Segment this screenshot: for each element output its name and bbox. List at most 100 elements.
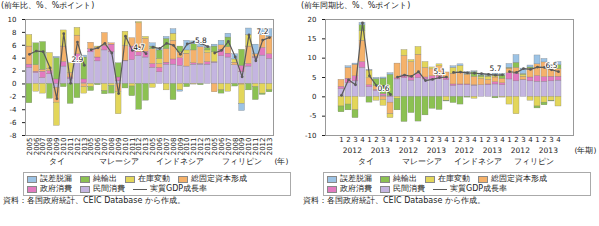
svg-text:2.9: 2.9: [71, 55, 83, 64]
svg-text:3: 3: [493, 136, 497, 144]
svg-text:20: 20: [308, 16, 317, 24]
svg-text:1: 1: [423, 136, 427, 144]
svg-text:4: 4: [472, 136, 477, 144]
svg-text:2013: 2013: [427, 146, 446, 155]
svg-text:2006: 2006: [94, 137, 103, 156]
svg-text:2: 2: [514, 136, 518, 144]
svg-text:5.7: 5.7: [490, 64, 502, 73]
svg-text:2011: 2011: [190, 137, 199, 156]
svg-text:タイ: タイ: [49, 157, 65, 166]
svg-text:8: 8: [12, 29, 16, 37]
svg-text:2010: 2010: [121, 137, 130, 156]
svg-text:-10: -10: [305, 132, 316, 140]
svg-text:2012: 2012: [399, 146, 418, 155]
svg-text:2: 2: [486, 136, 490, 144]
svg-text:2: 2: [402, 136, 406, 144]
svg-text:2007: 2007: [162, 137, 171, 156]
svg-text:2007: 2007: [101, 137, 110, 156]
svg-text:2008: 2008: [169, 137, 178, 156]
svg-text:2: 2: [374, 136, 378, 144]
svg-text:4: 4: [388, 136, 393, 144]
svg-text:0: 0: [12, 80, 16, 88]
svg-text:5.8: 5.8: [195, 36, 207, 45]
svg-text:5.1: 5.1: [434, 67, 446, 76]
svg-text:2: 2: [430, 136, 434, 144]
svg-text:-8: -8: [10, 132, 17, 140]
svg-text:2: 2: [12, 67, 16, 75]
svg-text:1: 1: [395, 136, 399, 144]
svg-text:フィリピン: フィリピン: [514, 157, 554, 166]
svg-text:4: 4: [12, 54, 17, 62]
svg-text:2012: 2012: [455, 146, 474, 155]
svg-text:4: 4: [444, 136, 449, 144]
svg-text:2010: 2010: [183, 137, 192, 156]
svg-text:(年期): (年期): [575, 146, 597, 155]
svg-text:2005: 2005: [87, 137, 96, 156]
svg-text:0.6: 0.6: [378, 84, 390, 93]
svg-text:1: 1: [535, 136, 539, 144]
svg-text:2013: 2013: [266, 138, 274, 156]
svg-text:2007: 2007: [39, 137, 48, 156]
svg-text:2013: 2013: [371, 146, 390, 155]
svg-text:3: 3: [549, 136, 553, 144]
svg-text:マレーシア: マレーシア: [402, 157, 442, 166]
svg-text:インドネシア: インドネシア: [156, 157, 204, 166]
svg-text:3: 3: [437, 136, 441, 144]
svg-text:2011: 2011: [128, 137, 137, 156]
svg-text:2012: 2012: [73, 137, 82, 156]
svg-text:2012: 2012: [135, 137, 144, 156]
svg-text:1: 1: [479, 136, 483, 144]
svg-text:7.2: 7.2: [257, 27, 269, 36]
svg-text:10: 10: [8, 16, 17, 24]
svg-text:2005: 2005: [149, 137, 158, 156]
svg-text:2006: 2006: [32, 137, 41, 156]
svg-text:2012: 2012: [197, 137, 206, 156]
svg-text:1: 1: [451, 136, 455, 144]
svg-text:インドネシア: インドネシア: [454, 157, 502, 166]
svg-text:2009: 2009: [176, 137, 185, 156]
svg-text:0: 0: [312, 93, 316, 101]
svg-text:10: 10: [308, 54, 317, 62]
svg-text:4: 4: [556, 136, 561, 144]
svg-text:3: 3: [381, 136, 385, 144]
svg-text:2011: 2011: [66, 137, 75, 156]
svg-text:-6: -6: [10, 119, 18, 127]
svg-text:4: 4: [360, 136, 365, 144]
svg-text:フィリピン: フィリピン: [222, 157, 262, 166]
svg-text:4: 4: [416, 136, 421, 144]
svg-text:2: 2: [458, 136, 462, 144]
svg-text:-2: -2: [10, 93, 17, 101]
svg-text:2013: 2013: [483, 146, 502, 155]
svg-text:6.5: 6.5: [546, 61, 558, 70]
svg-text:2009: 2009: [53, 137, 62, 156]
svg-text:-5: -5: [310, 112, 317, 120]
svg-text:4: 4: [528, 136, 533, 144]
svg-text:1: 1: [339, 136, 343, 144]
svg-text:2008: 2008: [46, 137, 55, 156]
svg-text:3: 3: [409, 136, 413, 144]
svg-text:5: 5: [312, 74, 316, 82]
svg-text:4: 4: [500, 136, 505, 144]
svg-text:15: 15: [308, 35, 317, 43]
svg-text:6: 6: [12, 42, 17, 50]
svg-text:(年): (年): [275, 157, 289, 166]
svg-text:2012: 2012: [511, 146, 530, 155]
svg-text:4.7: 4.7: [133, 43, 145, 52]
svg-text:1: 1: [507, 136, 511, 144]
svg-text:3: 3: [353, 136, 357, 144]
svg-text:-4: -4: [10, 106, 18, 114]
svg-text:3: 3: [521, 136, 525, 144]
svg-text:3: 3: [465, 136, 469, 144]
svg-text:2013: 2013: [539, 146, 558, 155]
svg-text:マレーシア: マレーシア: [99, 157, 139, 166]
svg-text:1: 1: [367, 136, 371, 144]
svg-text:2009: 2009: [114, 137, 123, 156]
svg-text:タイ: タイ: [358, 157, 374, 166]
svg-text:2: 2: [346, 136, 350, 144]
svg-text:2005: 2005: [25, 137, 34, 156]
svg-text:2013: 2013: [142, 137, 151, 156]
svg-text:2013: 2013: [80, 137, 89, 156]
svg-text:2: 2: [542, 136, 546, 144]
html-text:(前年比、%、%ポイント): (前年比、%、%ポイント): [1, 1, 95, 10]
svg-text:2012: 2012: [343, 146, 362, 155]
